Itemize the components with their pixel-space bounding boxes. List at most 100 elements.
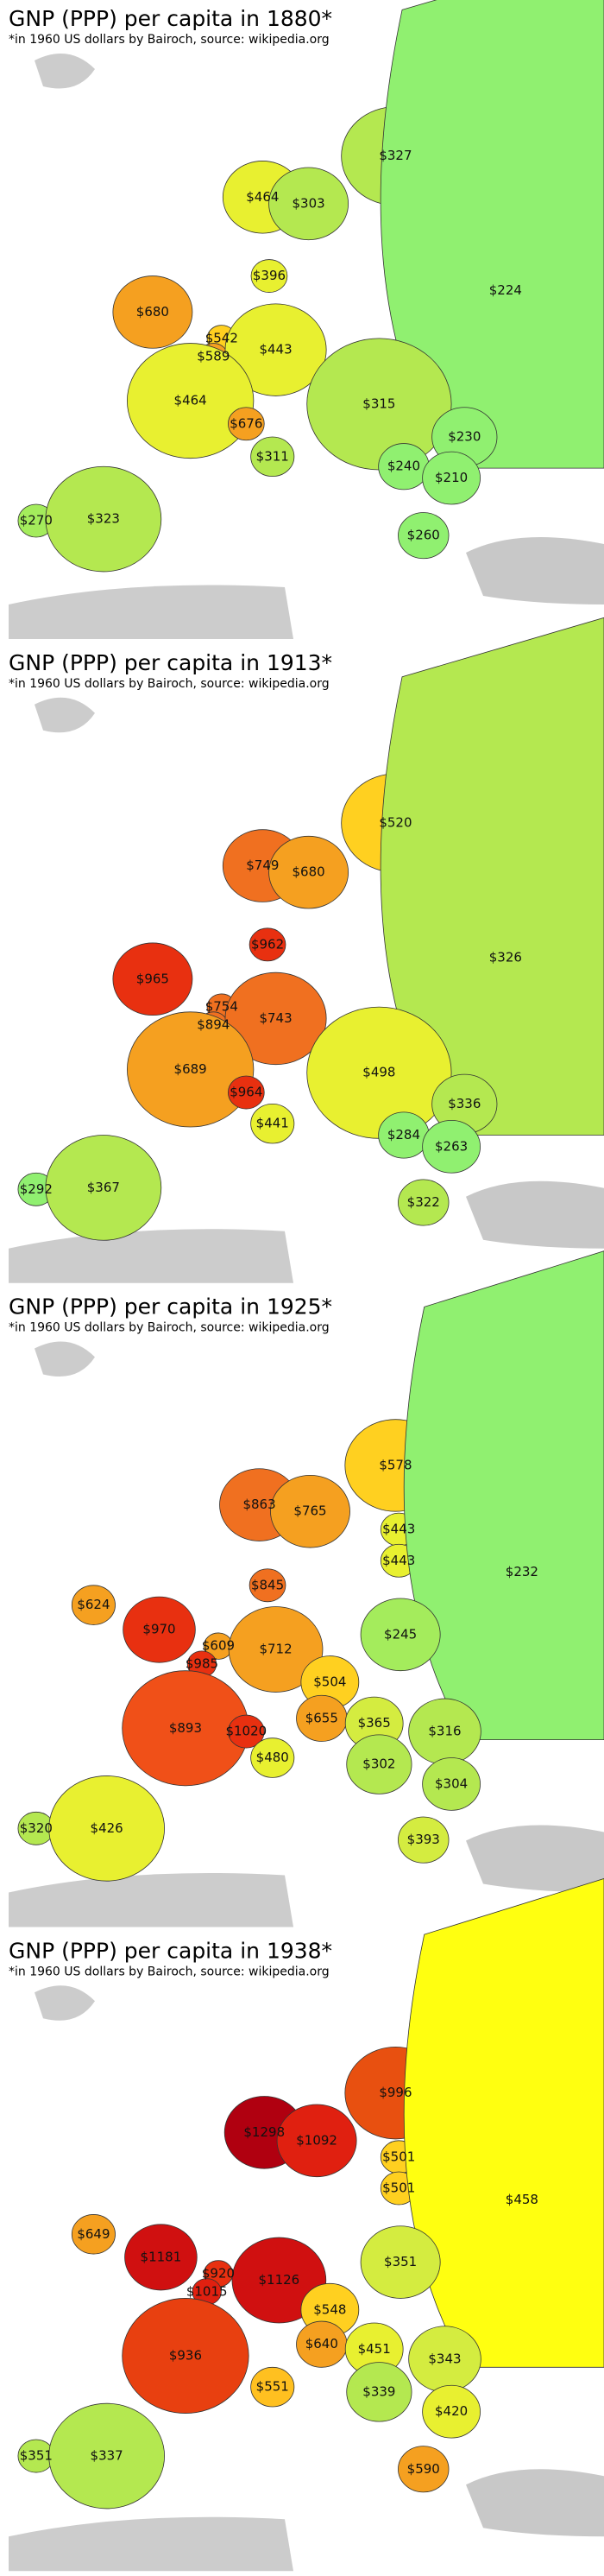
value-label: $754 <box>205 999 238 1015</box>
value-label: $964 <box>230 1085 262 1100</box>
country-region <box>398 2446 450 2493</box>
country-region <box>346 2362 412 2422</box>
value-label: $263 <box>435 1138 468 1154</box>
value-label: $965 <box>136 971 169 986</box>
land-grey <box>9 585 293 639</box>
value-label: $676 <box>230 415 262 431</box>
value-label: $464 <box>174 393 207 408</box>
value-label: $210 <box>435 470 468 485</box>
country-region <box>127 1011 255 1128</box>
map-subtitle: *in 1960 US dollars by Bairoch, source: … <box>9 1321 330 1335</box>
value-label: $284 <box>387 1127 420 1142</box>
country-region <box>422 451 481 505</box>
country-region <box>422 1757 481 1811</box>
country-region <box>250 259 288 293</box>
value-label: $498 <box>362 1065 395 1080</box>
land-grey <box>35 1985 95 2021</box>
value-label: $712 <box>259 1641 292 1656</box>
value-label: $680 <box>293 864 325 880</box>
country-region <box>398 512 450 560</box>
country-region <box>71 2214 116 2255</box>
value-label: $420 <box>435 2403 468 2419</box>
value-label: $1181 <box>141 2249 182 2264</box>
value-label: $327 <box>379 148 412 163</box>
value-label: $845 <box>251 1577 284 1592</box>
value-label: $863 <box>242 1497 275 1512</box>
value-label: $311 <box>256 448 289 464</box>
value-label: $343 <box>428 2351 461 2366</box>
country-region <box>48 2402 165 2510</box>
country-region <box>122 2298 249 2414</box>
value-label: $396 <box>253 268 286 283</box>
country-region <box>224 972 327 1066</box>
value-label: $245 <box>384 1626 417 1642</box>
value-label: $443 <box>382 1553 415 1568</box>
value-label: $322 <box>407 1194 440 1210</box>
value-label: $270 <box>20 512 53 528</box>
value-label: $230 <box>448 428 481 444</box>
country-region <box>398 1179 450 1226</box>
value-label: $589 <box>197 348 230 364</box>
country-region <box>228 407 265 441</box>
map-panel: $327 $464 $303 $224 $396 $680 $542 $589 $443 $464… <box>0 0 604 644</box>
country-region <box>228 1714 265 1749</box>
country-region <box>268 835 349 909</box>
value-label: $240 <box>387 459 420 474</box>
country-region <box>360 1598 441 1672</box>
country-region <box>112 275 193 349</box>
value-label: $365 <box>358 1715 391 1731</box>
value-label: $1126 <box>259 2272 300 2288</box>
value-label: $520 <box>379 815 412 831</box>
value-label: $548 <box>313 2301 346 2317</box>
country-region <box>124 2224 198 2291</box>
value-label: $302 <box>362 1756 395 1772</box>
value-label: $1298 <box>243 2124 285 2140</box>
value-label: $351 <box>20 2448 53 2464</box>
value-label: $232 <box>506 1564 538 1579</box>
land-grey <box>9 1229 293 1283</box>
country-region <box>268 167 349 241</box>
land-grey <box>466 1180 604 1249</box>
country-region <box>127 343 255 459</box>
value-label: $962 <box>251 936 284 952</box>
value-label: $743 <box>259 1010 292 1026</box>
value-label: $426 <box>91 1820 123 1836</box>
value-label: $316 <box>428 1724 461 1739</box>
land-grey <box>466 537 604 604</box>
value-label: $765 <box>293 1503 326 1519</box>
value-label: $443 <box>382 1522 415 1537</box>
country-region <box>346 1734 412 1794</box>
country-region <box>123 1596 196 1663</box>
value-label: $609 <box>202 1638 235 1654</box>
value-label: $393 <box>407 1832 440 1847</box>
value-label: $320 <box>20 1820 53 1836</box>
value-label: $336 <box>448 1096 481 1111</box>
country-region <box>249 1568 286 1603</box>
value-label: $1015 <box>186 2283 228 2299</box>
country-region <box>112 942 193 1016</box>
value-label: $323 <box>87 511 120 527</box>
value-label: $655 <box>305 1710 338 1725</box>
value-label: $337 <box>91 2448 123 2464</box>
country-region <box>250 1103 295 1144</box>
country-region <box>45 1135 162 1241</box>
value-label: $749 <box>246 858 279 873</box>
land-grey <box>35 54 95 89</box>
value-label: $303 <box>293 195 325 211</box>
land-grey <box>466 1825 604 1893</box>
value-label: $551 <box>256 2379 289 2395</box>
country-region <box>224 303 327 396</box>
country-region <box>48 1775 165 1882</box>
land-grey <box>35 1341 95 1377</box>
country-region <box>250 2366 295 2408</box>
country-region <box>403 1250 604 1740</box>
value-label: $224 <box>489 282 522 298</box>
value-label: $292 <box>20 1181 53 1197</box>
map-title: GNP (PPP) per capita in 1938* <box>9 1938 332 1963</box>
value-label: $315 <box>362 396 395 411</box>
value-label: $689 <box>174 1061 207 1077</box>
country-region <box>249 927 286 962</box>
map-title: GNP (PPP) per capita in 1925* <box>9 1294 332 1320</box>
